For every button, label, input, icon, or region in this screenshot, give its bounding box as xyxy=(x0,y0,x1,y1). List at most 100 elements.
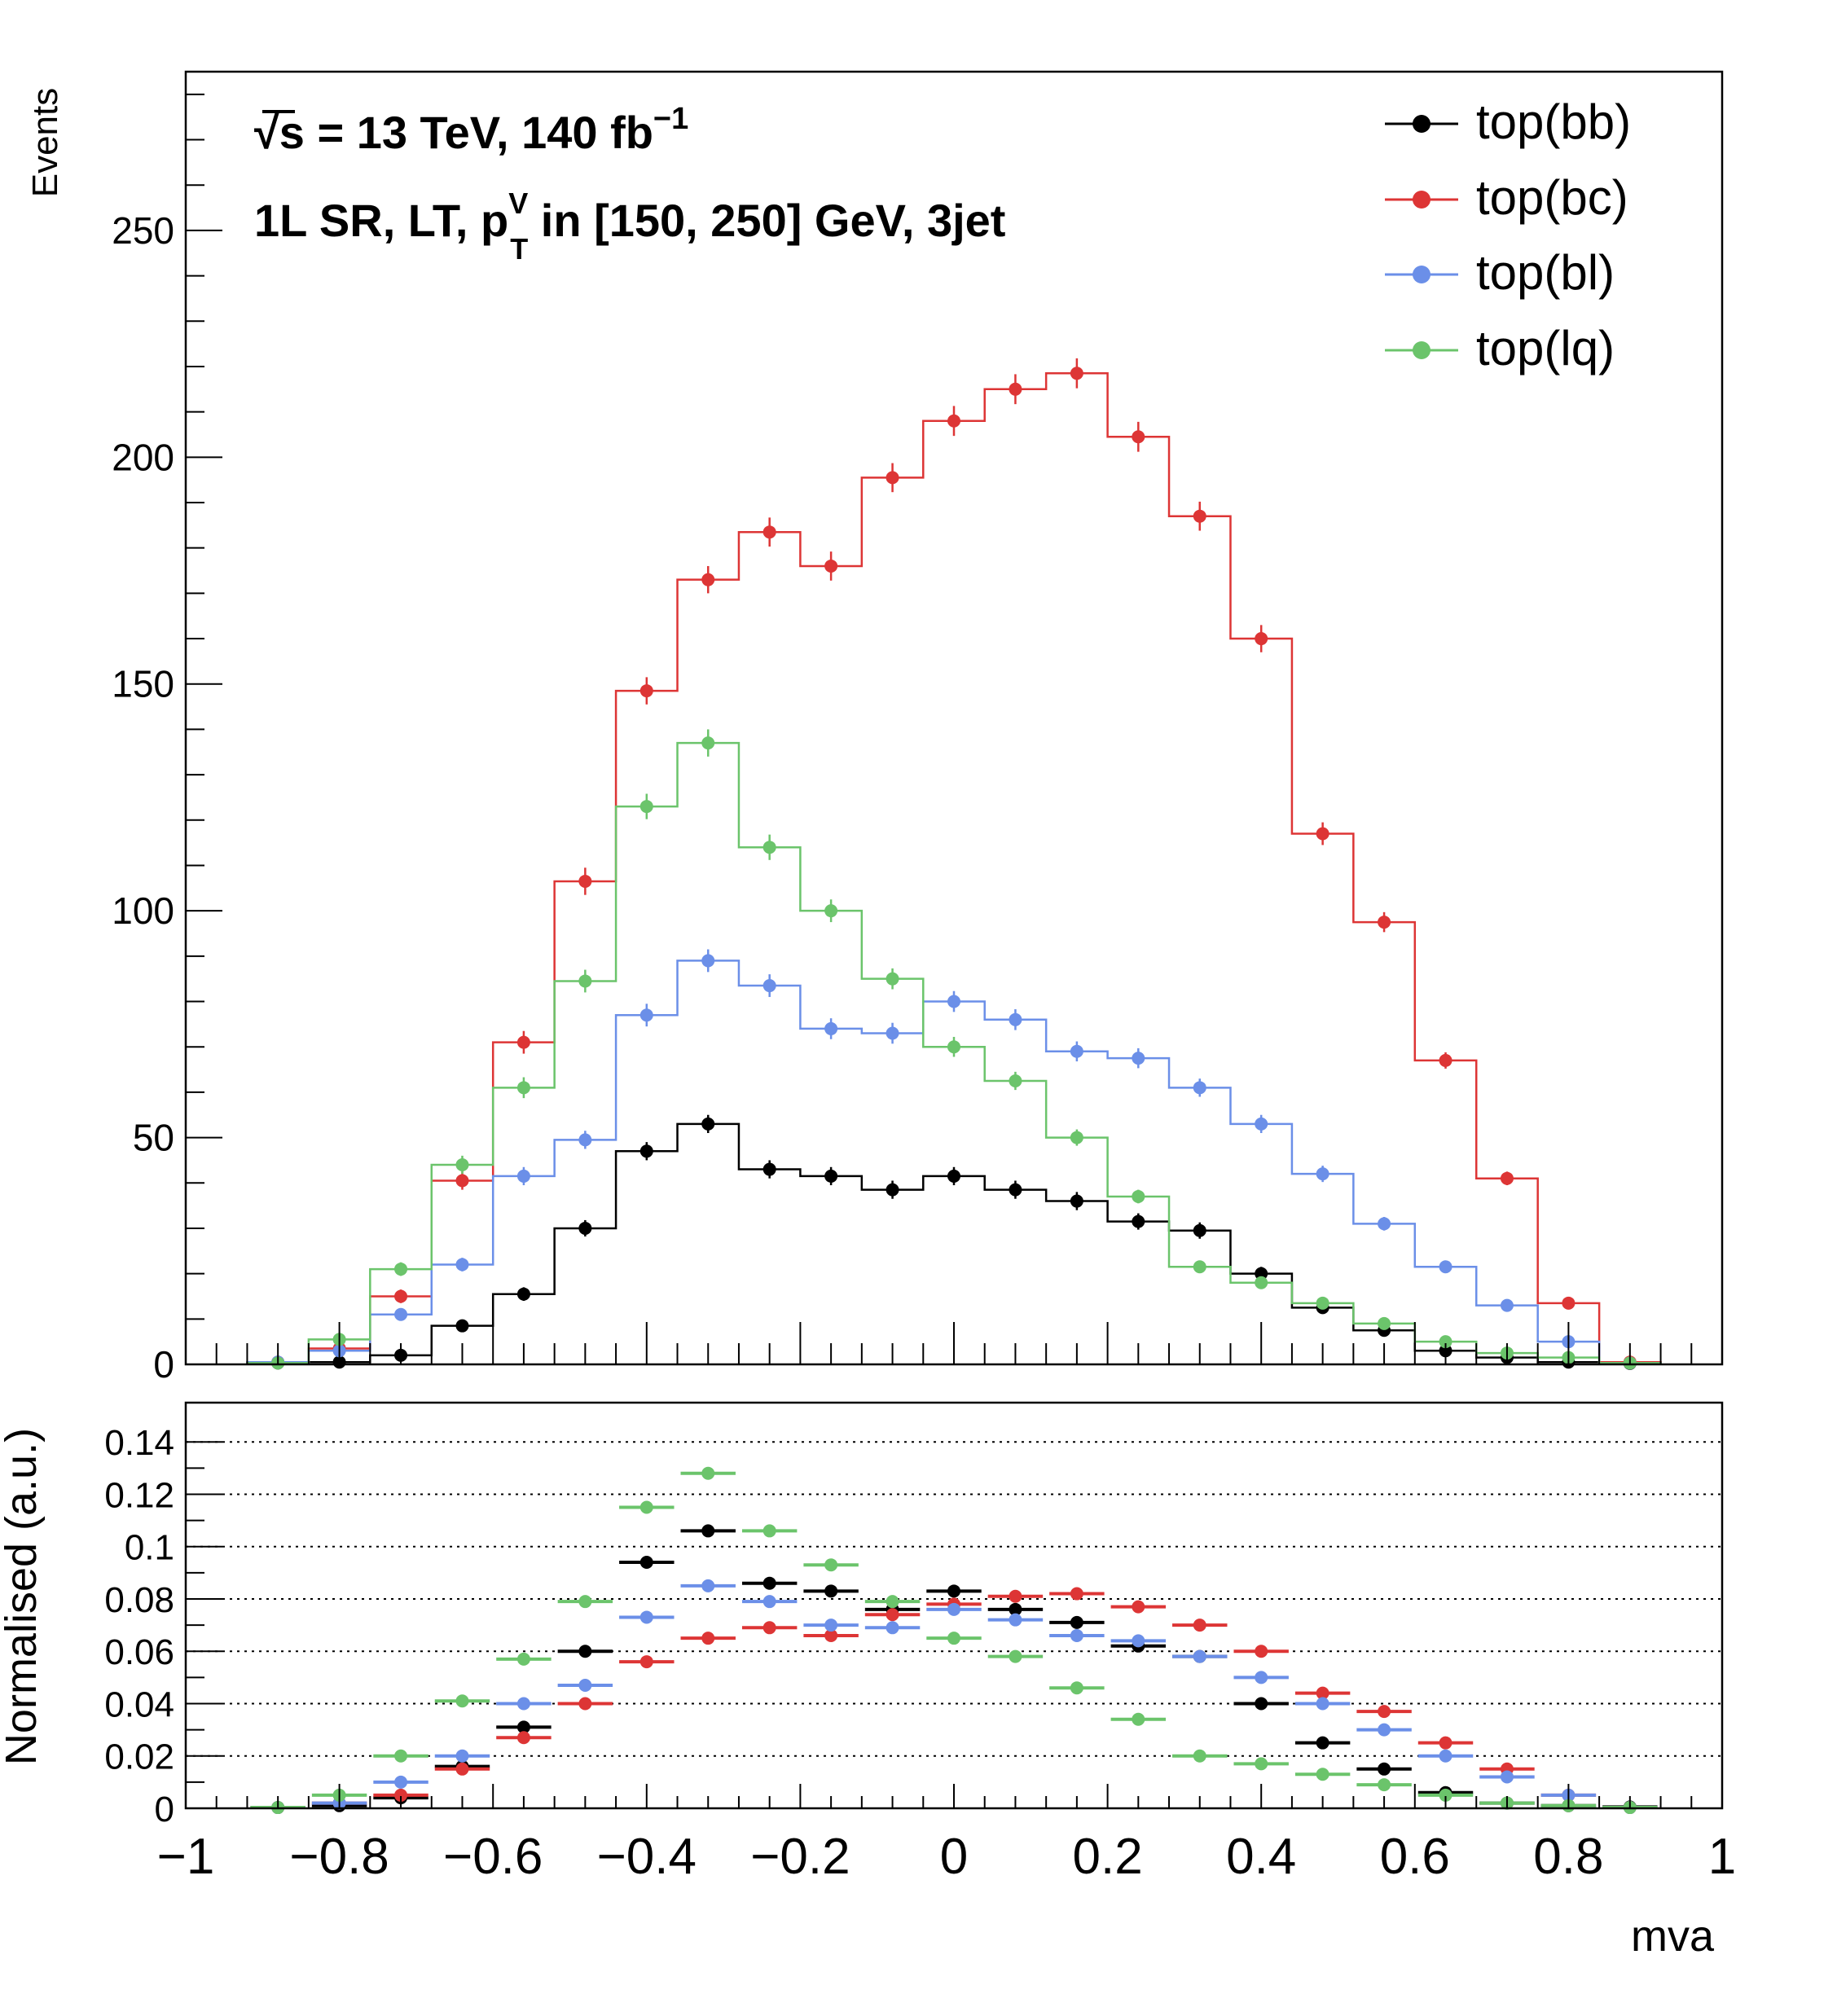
data-point xyxy=(455,1694,469,1708)
y-tick-label: 200 xyxy=(112,436,174,478)
data-point xyxy=(578,1645,592,1658)
region-label: 1L SR, LT, pV T in [150, 250] GeV, 3jet xyxy=(254,187,1005,266)
legend-label: top(lq) xyxy=(1476,321,1615,376)
y-tick-label: 0.06 xyxy=(104,1632,174,1672)
y-tick-label: 0.14 xyxy=(104,1423,174,1463)
y-tick-label: 50 xyxy=(133,1117,174,1159)
bottom-panel: 0 0.02 0.04 0.06 0.08 0.1 0.12 0.14 −1 −0.8 −0.6 −0… xyxy=(0,1401,1736,1961)
data-point xyxy=(1378,1778,1391,1792)
data-point xyxy=(824,1584,838,1598)
data-point xyxy=(1255,1697,1268,1711)
bottom-y-axis-label: Normalised (a.u.) xyxy=(0,1428,46,1765)
x-tick-label: −0.6 xyxy=(443,1829,543,1885)
data-point xyxy=(1316,1697,1329,1711)
data-point xyxy=(578,974,592,988)
data-point xyxy=(1070,1628,1083,1642)
top-axes-layer: 0 50 100 150 200 250 xyxy=(112,93,1723,1386)
data-point xyxy=(394,1775,408,1789)
data-point xyxy=(1193,1619,1206,1632)
data-point xyxy=(1439,1260,1452,1274)
data-point xyxy=(1132,1600,1145,1614)
data-point xyxy=(886,972,899,986)
data-point xyxy=(639,1500,653,1514)
legend-entry-top-bc: top(bc) xyxy=(1385,170,1628,225)
data-point xyxy=(824,1021,838,1035)
x-tick-label: −0.8 xyxy=(289,1829,389,1885)
top-plot-frame xyxy=(184,70,1724,1366)
data-point xyxy=(516,1720,530,1734)
data-point xyxy=(394,1289,408,1303)
data-point xyxy=(762,1576,776,1590)
data-point xyxy=(1009,1074,1022,1087)
data-point xyxy=(1378,916,1391,929)
data-point xyxy=(947,1169,960,1183)
data-point xyxy=(1132,1052,1145,1065)
data-point xyxy=(1500,1171,1514,1185)
legend-label: top(bl) xyxy=(1476,245,1615,300)
data-point xyxy=(516,1731,530,1745)
data-point xyxy=(1193,1749,1206,1763)
bottom-plot-frame xyxy=(184,1401,1724,1810)
data-point xyxy=(394,1788,408,1802)
data-point xyxy=(1378,1316,1391,1330)
data-point xyxy=(701,954,715,968)
x-tick-label: 0.6 xyxy=(1380,1829,1450,1885)
data-point xyxy=(394,1307,408,1321)
data-point xyxy=(1255,1671,1268,1684)
data-point xyxy=(1132,430,1145,444)
series-top-bl xyxy=(246,949,1662,1370)
data-point xyxy=(1009,1602,1022,1616)
data-point xyxy=(1070,1131,1083,1144)
x-tick-label: −0.2 xyxy=(750,1829,850,1885)
data-point xyxy=(578,1595,592,1609)
data-point xyxy=(824,1169,838,1183)
data-point xyxy=(1255,1645,1268,1658)
data-point xyxy=(762,1162,776,1176)
data-point xyxy=(394,1263,408,1276)
data-point xyxy=(516,1169,530,1183)
lumi-exponent: −1 xyxy=(653,102,688,136)
data-point xyxy=(1193,1649,1206,1663)
x-tick-label: −1 xyxy=(157,1829,215,1885)
data-point xyxy=(1255,632,1268,646)
data-point xyxy=(701,573,715,586)
data-point xyxy=(1009,1589,1022,1603)
data-point xyxy=(455,1258,469,1272)
data-point xyxy=(947,1584,960,1598)
top-y-axis-label: Events xyxy=(25,88,65,198)
legend: top(bb) top(bc) top(bl) top(lq) xyxy=(1385,94,1631,376)
data-point xyxy=(1070,1044,1083,1058)
data-point xyxy=(947,414,960,428)
legend-label: top(bc) xyxy=(1476,170,1628,225)
y-tick-label: 150 xyxy=(112,663,174,705)
data-point xyxy=(1255,1267,1268,1280)
data-point xyxy=(1193,1081,1206,1095)
data-point xyxy=(947,1632,960,1645)
x-tick-label: 0.4 xyxy=(1226,1829,1296,1885)
data-point xyxy=(455,1157,469,1171)
data-point xyxy=(701,1579,715,1592)
data-point xyxy=(639,1008,653,1022)
y-tick-label: 0.08 xyxy=(104,1580,174,1620)
data-point xyxy=(1009,1183,1022,1197)
data-point xyxy=(1009,1012,1022,1026)
data-point xyxy=(516,1035,530,1049)
data-point xyxy=(455,1319,469,1333)
data-point xyxy=(1255,1757,1268,1771)
data-point xyxy=(762,979,776,993)
energy-lumi-label: √s = 13 TeV, 140 fb−1 xyxy=(254,102,688,158)
y-tick-label: 0 xyxy=(155,1790,174,1829)
x-tick-label: 0 xyxy=(940,1829,968,1885)
data-point xyxy=(886,1183,899,1197)
data-point xyxy=(639,1144,653,1158)
data-point xyxy=(1070,367,1083,380)
data-point xyxy=(762,841,776,854)
data-point xyxy=(947,1040,960,1054)
y-tick-label: 0.04 xyxy=(104,1684,174,1724)
data-point xyxy=(578,1221,592,1235)
data-point xyxy=(639,1655,653,1669)
legend-marker xyxy=(1413,341,1430,359)
data-point xyxy=(762,1595,776,1609)
